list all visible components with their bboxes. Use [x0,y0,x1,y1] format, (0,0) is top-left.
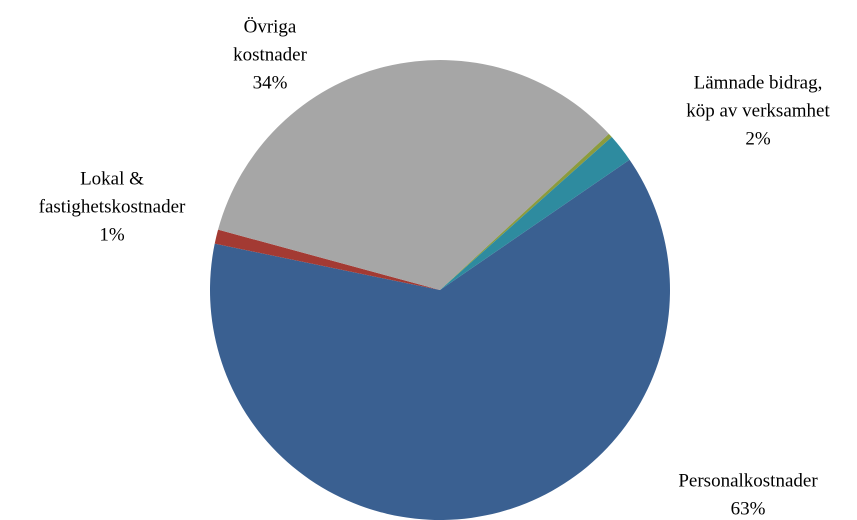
slice-value-label: 2% [745,128,771,149]
pie-slice [214,229,440,290]
pie-slice [440,137,630,290]
slice-value-label: 1% [99,224,125,245]
slice-label: köp av verksamhet [686,100,830,121]
slice-label: Övriga [244,16,297,37]
slice-value-label: 63% [731,498,766,519]
slice-label: Lokal & [80,168,144,189]
slice-label: Lämnade bidrag, [694,72,823,93]
slice-label: fastighetskostnader [39,196,186,217]
slice-label: Personalkostnader [678,470,818,491]
pie-slice [440,133,612,290]
slice-label: kostnader [233,44,308,65]
pie-slice [209,159,670,520]
slice-value-label: 34% [253,72,288,93]
pie-slice [218,59,609,290]
